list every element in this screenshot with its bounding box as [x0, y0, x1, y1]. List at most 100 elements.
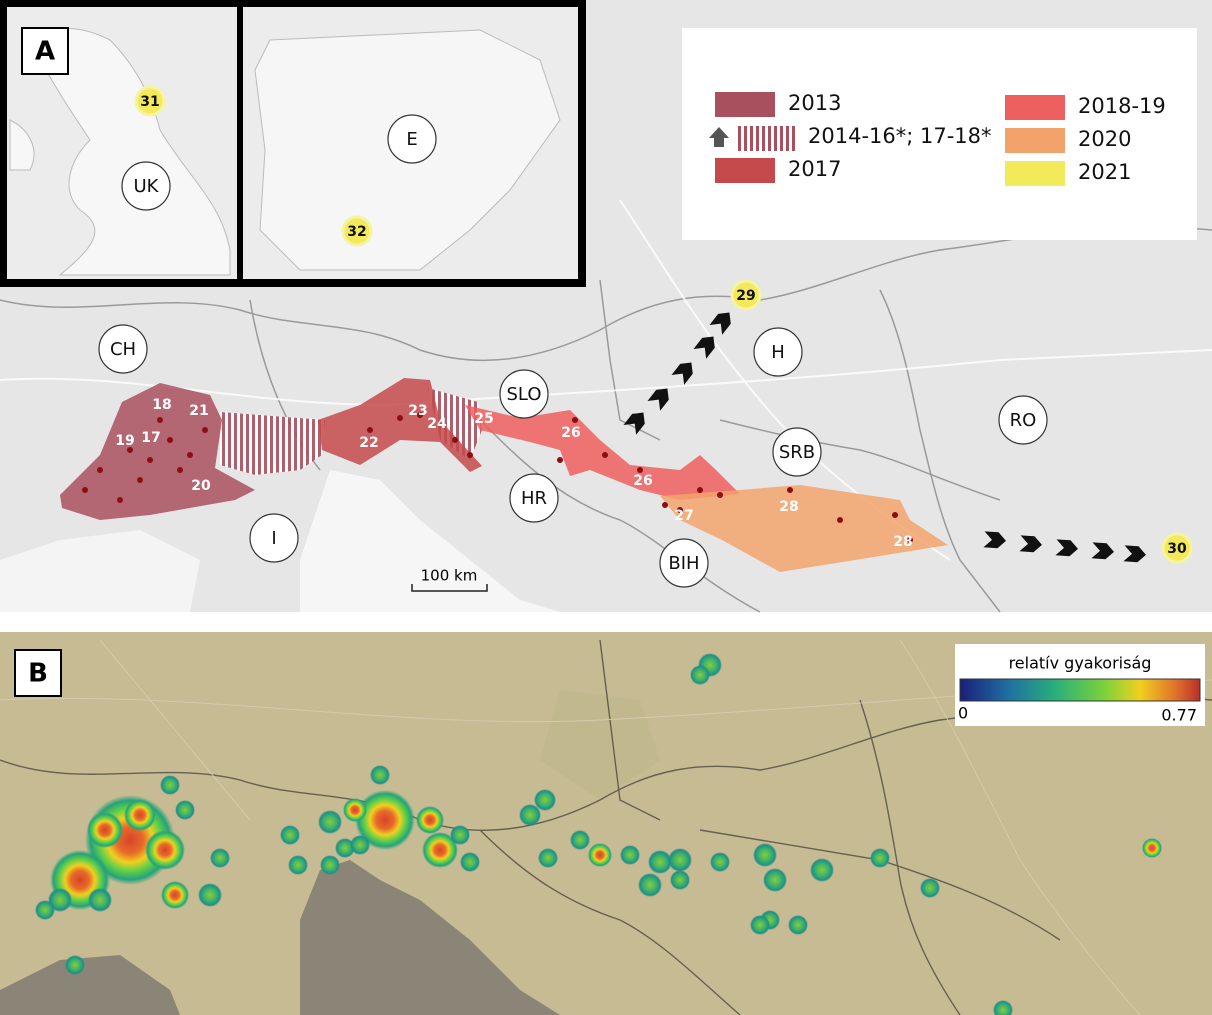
legend-label: 2020 — [1078, 127, 1131, 151]
site-label: 26 — [633, 473, 652, 489]
legend-swatch — [715, 158, 775, 183]
colorbar-title: relatív gyakoriság — [1009, 654, 1152, 673]
legend-swatch — [1005, 95, 1065, 120]
spread-arrow — [1123, 545, 1146, 563]
occurrence-dot — [177, 467, 183, 473]
insets — [0, 0, 586, 287]
site-label: 28 — [893, 534, 912, 550]
scale-bar — [411, 584, 488, 592]
heat-hotspot — [161, 881, 189, 909]
heat-spot — [460, 852, 480, 872]
occurrence-dot — [127, 447, 133, 453]
country-label: I — [271, 528, 276, 549]
region — [660, 485, 948, 572]
country-label: H — [771, 342, 785, 363]
occurrence-dot — [167, 437, 173, 443]
heat-spot — [993, 1000, 1013, 1015]
spread-arrow — [693, 336, 715, 359]
occurrence-dot — [202, 427, 208, 433]
heat-spot — [318, 810, 342, 834]
site-label: 19 — [115, 433, 134, 449]
heat-hotspot — [124, 799, 156, 831]
occurrence-dot — [557, 457, 563, 463]
heat-spot — [288, 855, 308, 875]
legend-label: 2021 — [1078, 160, 1131, 184]
heat-hotspot — [355, 790, 415, 850]
site-label: 17 — [141, 430, 160, 446]
heat-spot — [810, 858, 834, 882]
heat-hotspot — [145, 830, 185, 870]
occurrence-dot — [677, 507, 683, 513]
legend-swatch — [1005, 128, 1065, 153]
heat-hotspot — [1142, 838, 1162, 858]
legend-arrow-icon — [709, 127, 729, 147]
heat-spot — [160, 775, 180, 795]
heat-spot — [175, 800, 195, 820]
site-label: 31 — [140, 94, 159, 110]
heat-spot — [350, 835, 370, 855]
heat-spot — [763, 868, 787, 892]
occurrence-dot — [467, 452, 473, 458]
heat-spot — [335, 838, 355, 858]
country-circle — [998, 395, 1048, 445]
occurrence-dot — [452, 437, 458, 443]
site-label: 21 — [189, 403, 208, 419]
heat-spot — [870, 848, 890, 868]
site-marker — [341, 215, 373, 247]
heat-spot — [690, 665, 710, 685]
site-label: 28 — [779, 499, 798, 515]
country-circle — [772, 427, 822, 477]
country-label: SLO — [507, 384, 542, 405]
site-marker — [134, 85, 166, 117]
spread-arrow — [983, 531, 1006, 549]
site-label: 26 — [561, 425, 580, 441]
occurrence-dot — [662, 502, 668, 508]
country-label: RO — [1010, 410, 1037, 431]
site-label: 32 — [347, 224, 366, 240]
colorbar: relatív gyakoriság 0 0.77 — [955, 644, 1205, 726]
spread-arrow — [1019, 535, 1042, 553]
heat-hotspot — [422, 832, 458, 868]
heat-spot — [648, 850, 672, 874]
heat-spot — [753, 843, 777, 867]
spread-arrow — [709, 312, 731, 335]
colorbar-max: 0.77 — [1161, 706, 1197, 725]
heat-spot — [320, 855, 340, 875]
site-label: 22 — [359, 435, 378, 451]
occurrence-dot — [907, 537, 913, 543]
heat-spot — [280, 825, 300, 845]
scale-bar-label: 100 km — [421, 567, 478, 585]
heat-hotspot — [343, 798, 367, 822]
heat-spot — [35, 900, 55, 920]
heat-spot — [920, 878, 940, 898]
occurrence-dot — [147, 457, 153, 463]
heat-spot — [370, 765, 390, 785]
colorbar-min: 0 — [958, 704, 968, 723]
occurrence-dot — [417, 412, 423, 418]
occurrence-dot — [397, 415, 403, 421]
occurrence-dot — [892, 512, 898, 518]
heat-spot — [620, 845, 640, 865]
occurrence-dot — [157, 417, 163, 423]
country-circle — [121, 161, 171, 211]
country-label: HR — [521, 488, 547, 509]
site-label: 29 — [736, 288, 755, 304]
occurrence-dot — [572, 417, 578, 423]
legend-swatch — [715, 92, 775, 117]
legend-label: 2013 — [788, 91, 841, 115]
spread-arrow — [623, 412, 645, 435]
region — [220, 412, 325, 475]
region — [60, 383, 255, 520]
occurrence-dot — [717, 492, 723, 498]
heat-spot — [538, 848, 558, 868]
heat-spot — [570, 830, 590, 850]
occurrence-dot — [82, 487, 88, 493]
heat-spot — [450, 825, 470, 845]
site-label: 18 — [152, 397, 171, 413]
heat-hotspot — [588, 843, 612, 867]
spread-arrow — [671, 362, 693, 385]
occurrence-dot — [637, 467, 643, 473]
country-circle — [753, 327, 803, 377]
country-label: SRB — [779, 442, 815, 463]
